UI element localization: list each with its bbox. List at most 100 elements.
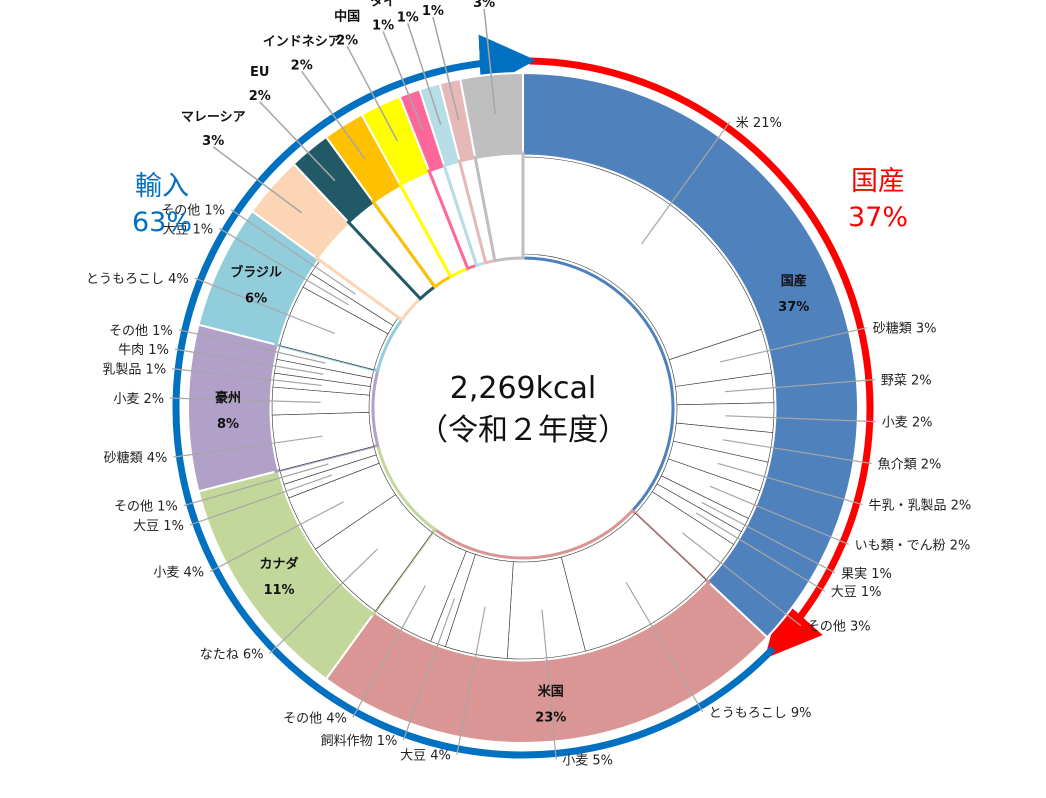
outer-pct-item-2: 11% — [263, 583, 294, 598]
domestic-label: 国産 — [851, 166, 905, 197]
inner-label-item-3-2: 乳製品 1% — [102, 363, 166, 378]
inner-leader-item-0-3 — [725, 415, 876, 423]
group-arcs — [172, 34, 874, 759]
outer-pct-nz-10: 1% — [397, 10, 419, 25]
outer-pct-item-8: 2% — [336, 33, 358, 48]
outer-pct-eu-6: 2% — [249, 89, 271, 104]
inner-leader-item-0-1 — [720, 327, 867, 363]
inner-leader-item-0-8 — [695, 512, 826, 592]
inner-segment-item-0-0 — [522, 156, 762, 361]
domestic-arc — [529, 57, 874, 659]
outer-pct-item-1: 23% — [535, 711, 566, 726]
outer-label-item-1: 米国 — [538, 684, 564, 700]
outer-label-item-8: 中国 — [334, 8, 360, 24]
inner-label-item-2-1: 小麦 4% — [153, 566, 204, 581]
inner-label-item-2-3: その他 1% — [114, 500, 178, 515]
outer-label-item-4: ブラジル — [230, 264, 282, 280]
inner-leader-item-2-2 — [189, 474, 333, 526]
outer-leader-item-9 — [382, 31, 424, 131]
inner-label-item-0-9: その他 3% — [807, 620, 871, 635]
inner-leader-item-1-2 — [456, 606, 486, 755]
outer-leader-item-12 — [483, 8, 496, 115]
inner-label-item-4-0: とうもろこし 4% — [86, 272, 189, 287]
chart-labels: 国産37%米国23%カナダ11%豪州8%ブラジル6%マレーシア3%EU2%インド… — [86, 0, 971, 768]
outer-label-item-3: 豪州 — [215, 390, 241, 406]
center-period: （令和２年度） — [418, 413, 628, 448]
inner-label-item-1-3: 飼料作物 1% — [321, 734, 398, 749]
outer-pct-item-5: 3% — [202, 134, 224, 149]
inner-leader-item-2-3 — [183, 463, 329, 507]
inner-leader-item-2-0 — [269, 548, 378, 655]
inner-leader-item-4-1 — [218, 227, 350, 306]
inner-label-item-1-0: とうもろこし 9% — [709, 706, 812, 721]
inner-leader-item-0-9 — [682, 532, 802, 627]
outer-pct-item-7: 2% — [291, 58, 313, 73]
inner-leader-item-0-5 — [717, 462, 863, 506]
outer-label-item-9: タイ — [370, 0, 396, 9]
inner-leader-item-1-4 — [352, 585, 426, 718]
inner-label-item-0-6: いも類・でん粉 2% — [855, 538, 971, 553]
outer-label-eu-6: EU — [250, 65, 269, 80]
leader-lines — [170, 8, 876, 760]
inner-label-item-2-2: 大豆 1% — [133, 519, 184, 534]
outer-label-item-0: 国産 — [781, 273, 807, 289]
inner-label-item-0-4: 魚介類 2% — [878, 458, 942, 473]
inner-label-item-3-0: 砂糖類 4% — [104, 450, 168, 466]
inner-label-item-0-5: 牛乳・乳製品 2% — [869, 499, 972, 514]
inner-label-item-3-4: その他 1% — [109, 324, 173, 339]
inner-leader-item-3-4 — [178, 329, 326, 364]
inner-leader-item-4-0 — [194, 277, 335, 335]
inner-label-item-4-2: その他 1% — [161, 204, 225, 219]
inner-group-item-12 — [473, 151, 525, 263]
center-total-kcal: 2,269kcal — [450, 371, 596, 406]
outer-pct-item-11: 1% — [422, 4, 444, 19]
inner-leader-item-1-0 — [625, 581, 704, 713]
outer-label-item-2: カナダ — [260, 556, 299, 572]
inner-leader-item-1-1 — [541, 609, 557, 760]
inner-leader-item-3-0 — [173, 435, 323, 458]
domestic-percent: 37% — [848, 202, 908, 233]
inner-leader-item-0-2 — [724, 378, 875, 393]
inner-leader-item-0-7 — [701, 502, 836, 574]
outer-label-item-7: インドネシア — [263, 34, 341, 49]
inner-label-item-3-1: 小麦 2% — [113, 392, 164, 407]
outer-label-nz-10: NZ — [398, 0, 418, 1]
outer-segment-item-3 — [187, 323, 278, 493]
inner-leader-item-0-6 — [709, 485, 849, 545]
inner-leader-item-0-4 — [722, 439, 872, 465]
outer-pct-item-3: 8% — [217, 417, 239, 432]
outer-leader-item-5 — [212, 146, 303, 214]
inner-ring-commodities — [266, 151, 780, 665]
inner-label-item-4-1: 大豆 1% — [162, 222, 213, 237]
inner-label-item-0-2: 野菜 2% — [881, 374, 932, 389]
import-label: 輸入 — [135, 171, 189, 202]
inner-leader-item-2-1 — [209, 501, 344, 573]
outer-leader-item-7 — [301, 70, 366, 160]
inner-label-item-0-8: 大豆 1% — [831, 585, 882, 600]
inner-label-item-0-1: 砂糖類 3% — [873, 321, 937, 337]
import-arc — [172, 34, 776, 759]
inner-leader-item-1-3 — [402, 598, 455, 741]
inner-leader-item-3-1 — [170, 397, 321, 403]
inner-label-item-1-2: 大豆 4% — [400, 749, 451, 764]
outer-pct-item-0: 37% — [778, 300, 809, 315]
inner-label-item-0-3: 小麦 2% — [882, 416, 933, 431]
inner-leader-item-3-2 — [172, 368, 322, 387]
inner-label-item-2-0: なたね 6% — [200, 648, 264, 663]
inner-leader-item-0-0 — [641, 121, 731, 245]
outer-label-item-5: マレーシア — [181, 110, 246, 125]
inner-leader-item-4-2 — [230, 209, 356, 295]
inner-label-item-1-1: 小麦 5% — [562, 753, 613, 768]
outer-leader-nz-10 — [407, 23, 442, 125]
outer-pct-item-4: 6% — [245, 291, 267, 306]
inner-leader-item-3-3 — [174, 348, 324, 375]
inner-label-item-0-0: 米 21% — [736, 116, 782, 131]
inner-label-item-0-7: 果実 1% — [841, 566, 892, 582]
outer-leader-item-11 — [432, 16, 460, 121]
import-percent: 63% — [132, 207, 192, 238]
outer-leader-item-8 — [346, 45, 399, 142]
outer-pct-item-9: 1% — [372, 18, 394, 33]
outer-pct-item-12: 3% — [473, 0, 495, 11]
inner-label-item-3-3: 牛肉 1% — [118, 343, 169, 358]
